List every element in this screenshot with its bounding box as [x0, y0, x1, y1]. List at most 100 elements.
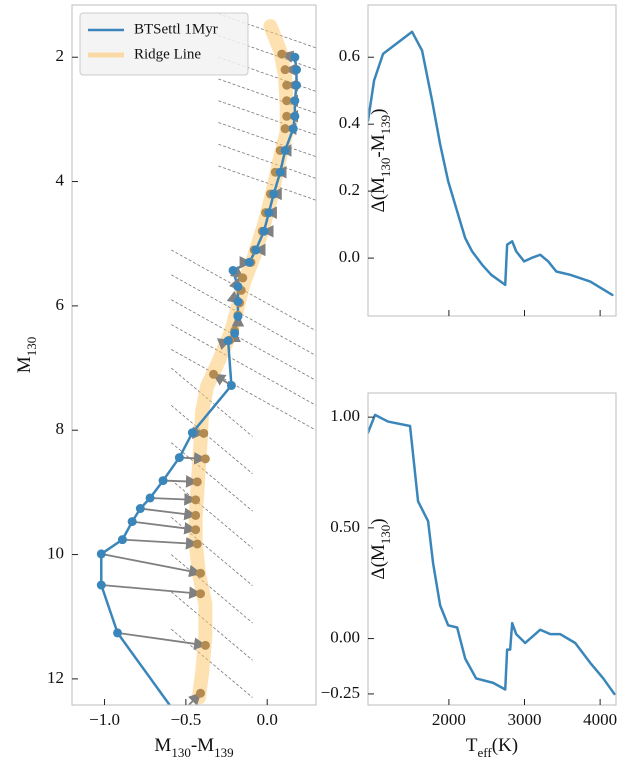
y-tick-label: 10	[47, 543, 64, 562]
y-tick-label: −0.25	[321, 683, 360, 702]
guide-line	[170, 405, 253, 475]
ridge-point	[200, 454, 210, 464]
axis-label-part: M	[14, 356, 35, 373]
guide-line	[170, 479, 253, 549]
axis-label-part: -M	[191, 735, 214, 756]
y-tick-label: 2	[56, 46, 65, 65]
axis-label-part: 139	[214, 745, 234, 760]
axes-frame	[367, 4, 617, 317]
plot-area	[96, 13, 316, 705]
ridge-point	[282, 96, 292, 106]
y-tick-label: 6	[56, 295, 65, 314]
ridge-point	[191, 495, 201, 505]
model-point	[228, 265, 238, 275]
ridge-point	[280, 124, 290, 134]
model-point	[291, 65, 301, 75]
axis-label-part: Δ(M	[368, 544, 389, 580]
model-point	[113, 628, 123, 638]
model-point	[269, 189, 279, 199]
model-point	[288, 124, 298, 134]
ridge-point	[196, 688, 206, 698]
model-point	[233, 297, 243, 307]
model-point	[226, 380, 236, 390]
axis-label-part: 139	[378, 115, 393, 135]
guide-line	[170, 367, 253, 437]
model-point	[233, 311, 243, 321]
axis-label: M130	[14, 337, 39, 373]
axis-label: M130-M139	[154, 735, 233, 760]
guide-line	[218, 143, 316, 179]
guide-line	[218, 78, 316, 114]
legend-box	[79, 12, 249, 76]
y-tick-label: 0.50	[330, 517, 360, 536]
series-line	[368, 30, 614, 297]
guide-line	[218, 122, 316, 158]
plot-area	[368, 30, 614, 297]
ridge-point	[191, 510, 201, 520]
model-point	[96, 549, 106, 559]
axis-label-part: T	[466, 735, 478, 756]
model-point	[244, 257, 254, 267]
model-point	[230, 328, 240, 338]
axis-label-part: M	[154, 735, 171, 756]
model-point	[127, 517, 137, 527]
model-point	[264, 208, 274, 218]
model-point	[290, 52, 300, 62]
axis-label: Δ(M130-M139)	[368, 108, 393, 212]
ridge-point	[282, 111, 292, 121]
axis-label-part: 130	[378, 525, 393, 545]
y-tick-label: 0.6	[339, 46, 360, 65]
legend: BTSettl 1Myr Ridge Line	[79, 12, 249, 76]
y-tick-label: 0.0	[339, 247, 360, 266]
axis-label-part: Δ(M	[368, 177, 389, 213]
ridge-point	[200, 640, 210, 650]
y-tick-label: 4	[56, 170, 65, 189]
axis-label-part: eff	[478, 745, 493, 760]
arrow	[117, 631, 207, 650]
guide-line	[218, 100, 316, 136]
arrow	[140, 507, 197, 521]
model-point	[187, 428, 197, 438]
axis-label-part: (K)	[492, 735, 518, 756]
guide-line	[170, 442, 253, 512]
model-point	[290, 96, 300, 106]
arrow	[101, 553, 202, 578]
arrow	[132, 520, 197, 535]
axis-label-part: 130	[171, 745, 191, 760]
ridge-point	[196, 568, 206, 578]
guide-line	[218, 165, 316, 201]
axes-frame	[367, 392, 617, 706]
ridge-point	[192, 539, 202, 549]
x-tick-label: 2000	[432, 710, 466, 729]
series-line	[188, 19, 294, 705]
model-point	[117, 535, 127, 545]
model-point	[135, 504, 145, 514]
y-tick-label: 1.00	[330, 406, 360, 425]
guide-line	[170, 628, 253, 698]
arrow	[163, 475, 199, 488]
model-point	[96, 580, 106, 590]
x-tick-label: 3000	[508, 710, 542, 729]
model-point	[291, 80, 301, 90]
axis-label: Δ(M130)	[368, 518, 393, 579]
series-line	[368, 413, 616, 696]
x-tick-label: −0.5	[170, 710, 201, 729]
x-tick-label: 4000	[583, 710, 617, 729]
model-point	[290, 111, 300, 121]
axes-frame	[71, 4, 317, 706]
axis-label-part: )	[368, 108, 389, 114]
arrow	[101, 584, 202, 600]
model-point	[145, 493, 155, 503]
guide-line	[170, 591, 253, 661]
ridge-point	[209, 369, 219, 379]
model-point	[251, 245, 261, 255]
model-point	[233, 282, 243, 292]
arrow	[122, 537, 199, 550]
guide-line	[171, 324, 316, 406]
axis-label-part: -M	[368, 134, 389, 157]
y-tick-label: 0.00	[330, 627, 360, 646]
axis-label-part: )	[368, 518, 389, 524]
model-point	[174, 453, 184, 463]
ridge-point	[199, 428, 209, 438]
